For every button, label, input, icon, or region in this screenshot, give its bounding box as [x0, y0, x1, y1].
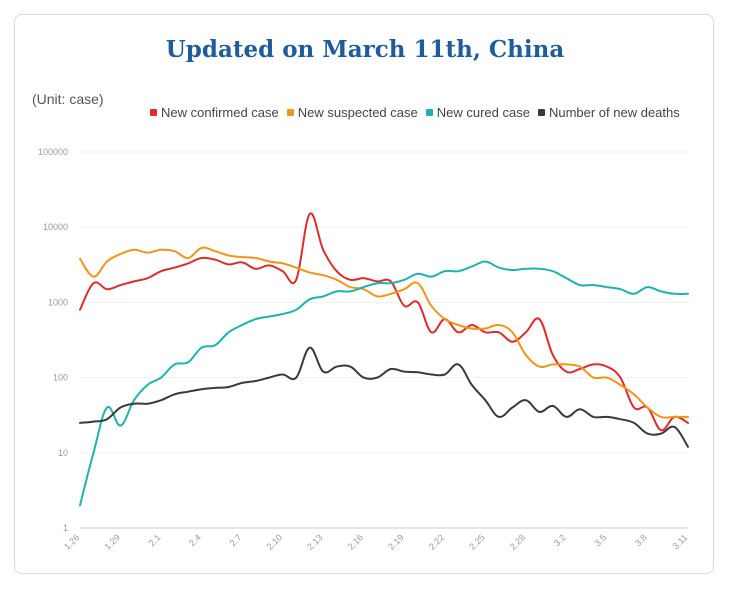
x-tick-label: 1.26 — [62, 532, 81, 551]
legend-item-suspected[interactable]: New suspected case — [286, 105, 418, 120]
legend-swatch-suspected — [286, 109, 294, 116]
legend-label-suspected: New suspected case — [297, 105, 418, 120]
x-tick-label: 2.28 — [508, 532, 527, 551]
legend: New confirmed case New suspected case Ne… — [150, 105, 680, 120]
x-tick-label: 2.16 — [346, 532, 365, 551]
series-line-confirmed — [79, 212, 689, 432]
x-tick-label: 1.29 — [102, 532, 121, 551]
chart-title: Updated on March 11th, China — [165, 36, 565, 63]
legend-swatch-deaths — [537, 109, 545, 116]
y-tick-label: 10 — [58, 448, 68, 458]
x-tick-label: 2.19 — [386, 532, 405, 551]
legend-label-deaths: Number of new deaths — [548, 105, 680, 120]
x-tick-label: 2.25 — [467, 532, 486, 551]
x-tick-label: 3.5 — [592, 532, 608, 548]
x-tick-label: 3.8 — [633, 532, 649, 548]
legend-swatch-confirmed — [150, 109, 157, 116]
x-tick-label: 2.1 — [147, 532, 163, 548]
x-tick-label: 3.11 — [670, 532, 689, 551]
y-tick-label: 10000 — [43, 222, 68, 232]
unit-label: (Unit: case) — [32, 91, 104, 107]
y-tick-label: 100000 — [38, 147, 68, 157]
x-tick-label: 2.10 — [265, 532, 284, 551]
x-tick-label: 3.2 — [552, 532, 568, 548]
legend-item-cured[interactable]: New cured case — [425, 105, 530, 120]
x-tick-label: 2.22 — [427, 532, 446, 551]
legend-item-deaths[interactable]: Number of new deaths — [537, 105, 680, 120]
legend-label-cured: New cured case — [436, 105, 530, 120]
series-line-cured — [79, 260, 689, 507]
y-tick-label: 1 — [63, 523, 68, 533]
y-tick-label: 100 — [53, 373, 68, 383]
series-line-suspected — [79, 246, 689, 419]
legend-label-confirmed: New confirmed case — [161, 105, 279, 120]
x-tick-label: 2.7 — [228, 532, 244, 548]
legend-item-confirmed[interactable]: New confirmed case — [150, 105, 279, 120]
legend-swatch-cured — [425, 109, 433, 116]
y-tick-label: 1000 — [48, 297, 68, 307]
x-tick-label: 2.13 — [305, 532, 324, 551]
chart-card — [14, 14, 714, 574]
x-tick-label: 2.4 — [187, 532, 203, 548]
series-line-deaths — [79, 346, 689, 448]
